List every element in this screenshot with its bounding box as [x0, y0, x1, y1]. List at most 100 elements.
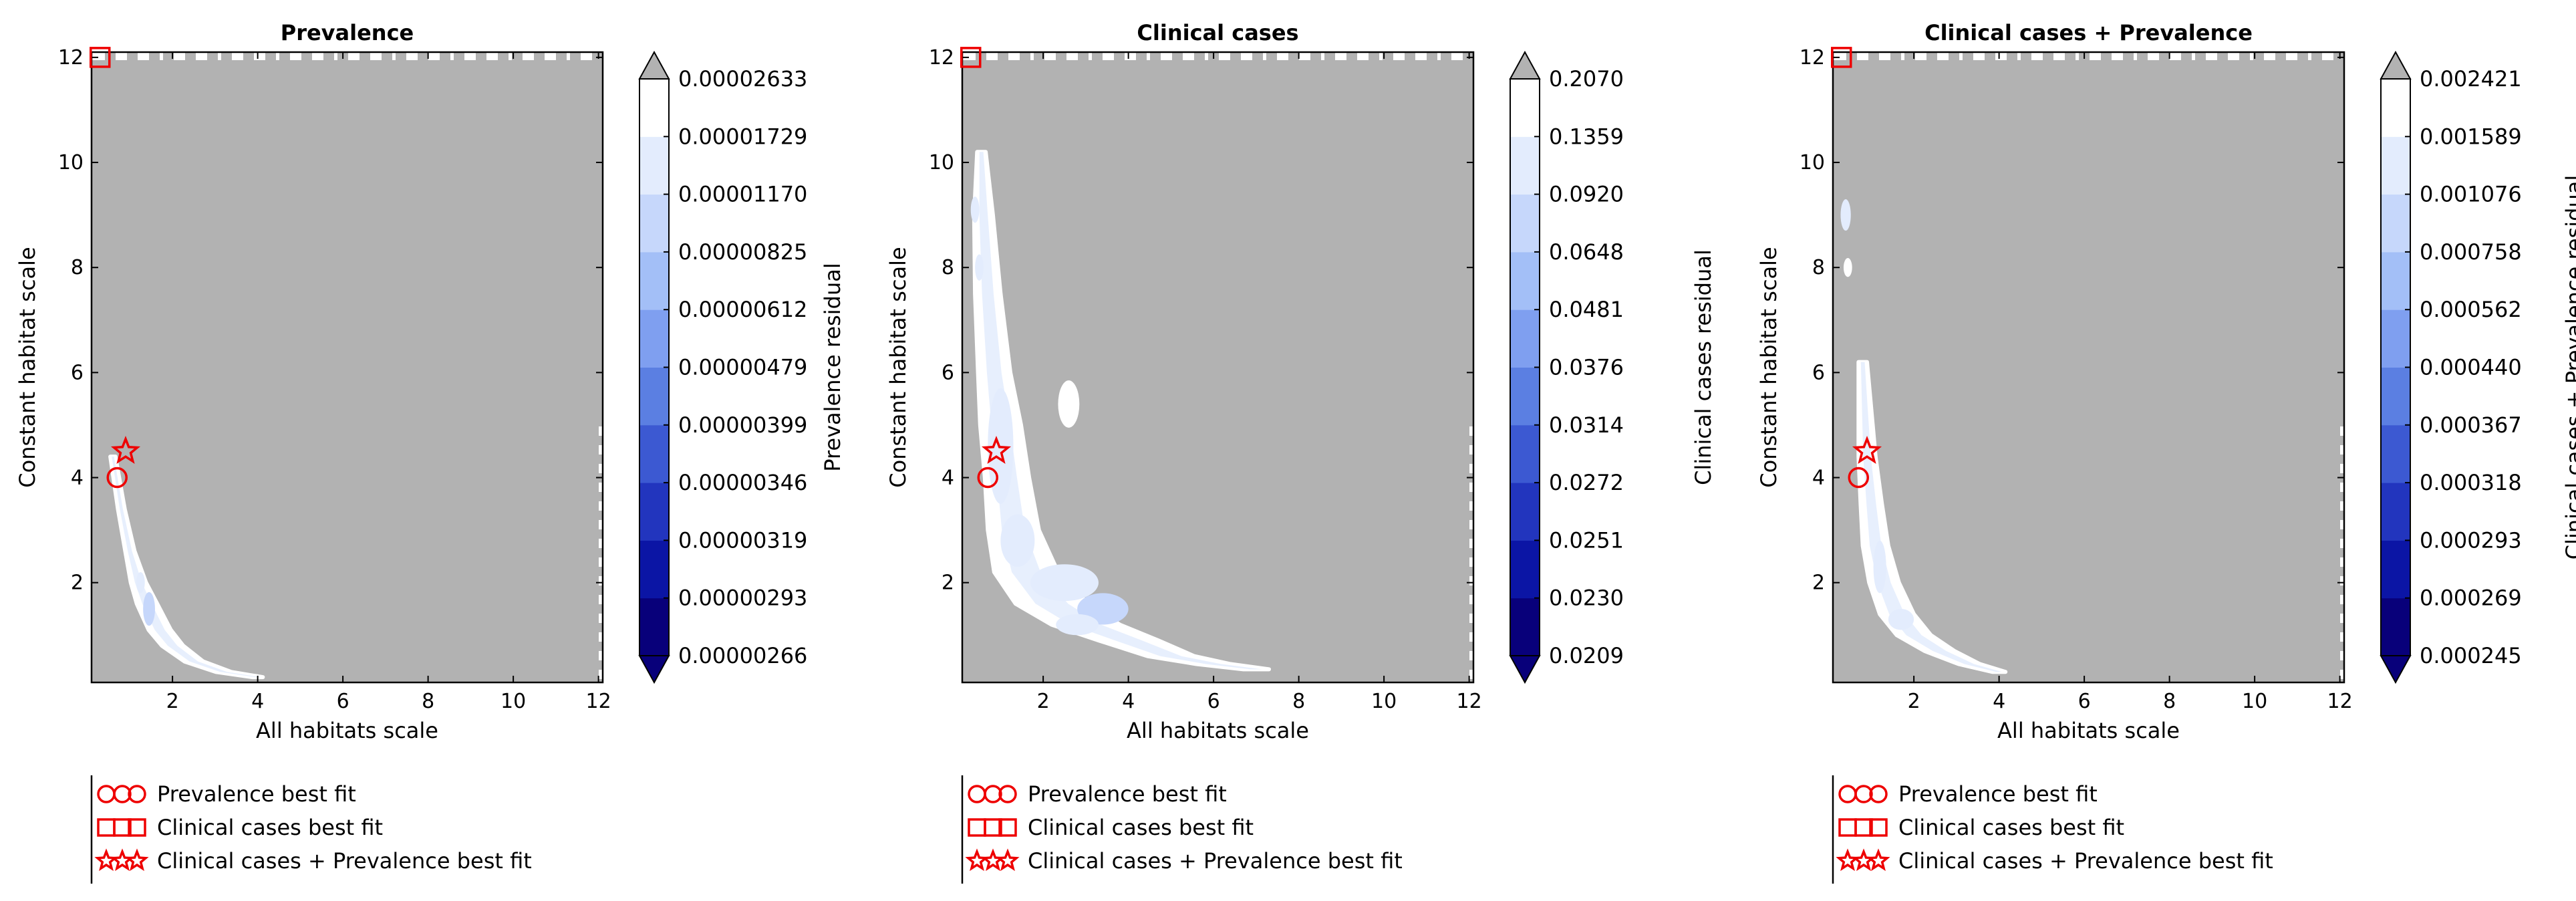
colorbar-band: [1510, 424, 1540, 483]
colorbar-2: 0.0209 0.0230 0.0251 0.0272 0.0314 0.0376 0.04…: [1509, 50, 1716, 684]
right-boundary-tick: [2340, 520, 2344, 529]
right-boundary-tick: [2340, 483, 2344, 492]
top-boundary-tick: [2253, 52, 2264, 60]
top-boundary-tick: [301, 52, 312, 60]
colorbar-tick-label: 0.0251: [1549, 527, 1624, 553]
colorbar-extend-top: [2380, 50, 2412, 80]
colorbar-tick-label: 0.2070: [1549, 66, 1624, 92]
background-region: [92, 52, 603, 682]
colorbar-band: [2381, 424, 2410, 483]
combined-best-fit-marker: [110, 436, 141, 464]
top-boundary-tick: [2065, 52, 2076, 60]
top-boundary-tick: [127, 52, 138, 60]
top-boundary-tick: [512, 52, 523, 60]
top-boundary-tick: [498, 52, 509, 60]
colorbar-tick-label: 0.000245: [2420, 643, 2522, 668]
colorbar-band: [639, 136, 669, 195]
legend-marker: [996, 848, 1020, 872]
colorbar-tick-label: 0.00000319: [678, 527, 807, 553]
colorbar-label: Clinical cases + Prevalence residual: [2561, 175, 2576, 559]
colorbar-tick-label: 0.00000293: [678, 586, 807, 611]
colorbar-tick-label: 0.001589: [2420, 124, 2522, 149]
top-boundary-tick: [1383, 52, 1393, 60]
colorbar-band: [639, 598, 669, 656]
top-boundary-tick: [1890, 52, 1901, 60]
top-boundary-tick: [1034, 52, 1044, 60]
top-boundary-tick: [2101, 52, 2112, 60]
top-boundary-tick: [1949, 52, 1959, 60]
top-boundary-tick: [1092, 52, 1103, 60]
colorbar-tick-label: 0.000440: [2420, 355, 2522, 380]
legend-marker: [1838, 785, 1857, 803]
colorbar-band: [1510, 136, 1540, 195]
x-tick-label: 10: [2242, 690, 2267, 713]
colorbar-tick-label: 0.0272: [1549, 470, 1624, 495]
x-tick-label: 10: [1371, 690, 1397, 713]
right-boundary-tick: [2340, 632, 2344, 642]
colorbar-tick-label: 0.000562: [2420, 297, 2522, 322]
top-boundary-tick: [1346, 52, 1357, 60]
legend-label: Clinical cases + Prevalence best fit: [157, 848, 532, 874]
colorbar-tick-label: 0.000293: [2420, 527, 2522, 553]
top-boundary-tick: [418, 52, 428, 60]
colorbar-band: [2381, 194, 2410, 253]
right-boundary-tick: [2340, 595, 2344, 604]
colorbar-band: [639, 540, 669, 599]
y-tick-label: 8: [942, 256, 954, 279]
legend-marker: [113, 785, 132, 803]
top-boundary-tick: [1463, 52, 1473, 60]
plot-frame: [90, 51, 604, 684]
colorbar-band: [639, 483, 669, 541]
colorbar-tick-label: 0.000269: [2420, 586, 2522, 611]
colorbar-tick-label: 0.00002633: [678, 66, 807, 92]
legend-label: Prevalence best fit: [157, 781, 356, 807]
top-boundary-tick: [207, 52, 218, 60]
colorbar-band: [2381, 136, 2410, 195]
panel-3: 2 4 6 8 10 12 2 4 6 8 10 12 Clinical cases + Prevale…: [1756, 20, 2576, 884]
legend-3: Prevalence best fit Clinical cases best f…: [1832, 775, 2273, 884]
top-boundary-tick: [2217, 52, 2228, 60]
legend-marker: [998, 785, 1017, 803]
contour-island: [1030, 564, 1099, 602]
top-boundary-tick: [534, 52, 545, 60]
top-boundary-tick: [163, 52, 174, 60]
top-boundary-tick: [2021, 52, 2031, 60]
legend-marker: [94, 848, 118, 872]
top-boundary-tick: [2007, 52, 2017, 60]
top-boundary-tick: [2275, 52, 2286, 60]
colorbar-band: [639, 309, 669, 368]
right-boundary-tick: [1469, 539, 1473, 548]
top-boundary-tick: [998, 52, 1008, 60]
y-tick-label: 4: [71, 467, 84, 490]
top-boundary-tick: [1427, 52, 1437, 60]
right-boundary-tick: [1469, 576, 1473, 586]
right-boundary-tick: [1469, 632, 1473, 642]
legend-marker: [1869, 785, 1888, 803]
top-boundary-tick: [1324, 52, 1335, 60]
colorbar-tick-label: 0.0376: [1549, 355, 1624, 380]
top-boundary-tick: [1310, 52, 1321, 60]
top-boundary-tick: [149, 52, 160, 60]
right-boundary-tick: [2340, 557, 2344, 567]
colorbar-band: [2381, 483, 2410, 541]
top-boundary-tick: [1441, 52, 1451, 60]
y-tick-label: 6: [942, 361, 954, 384]
legend-1: Prevalence best fit Clinical cases best f…: [90, 775, 532, 884]
y-tick-label: 10: [1800, 151, 1825, 174]
prevalence-best-fit-marker: [1848, 467, 1869, 489]
x-axis-label: All habitats scale: [1127, 718, 1309, 743]
right-boundary-tick: [599, 576, 603, 586]
y-axis-label: Constant habitat scale: [15, 247, 40, 487]
colorbar-label: Prevalence residual: [820, 263, 845, 472]
top-boundary-tick: [1868, 52, 1879, 60]
colorbar-tick-label: 0.00001729: [678, 124, 807, 149]
plot-area-1: [92, 52, 603, 682]
right-boundary-tick: [2340, 670, 2344, 679]
top-boundary-tick: [1172, 52, 1183, 60]
colorbar-band: [2381, 598, 2410, 656]
contour-island: [975, 254, 984, 281]
right-boundary-tick: [1469, 651, 1473, 660]
contour-island: [1056, 614, 1099, 636]
top-boundary-tick: [279, 52, 290, 60]
right-boundary-tick: [1469, 670, 1473, 679]
